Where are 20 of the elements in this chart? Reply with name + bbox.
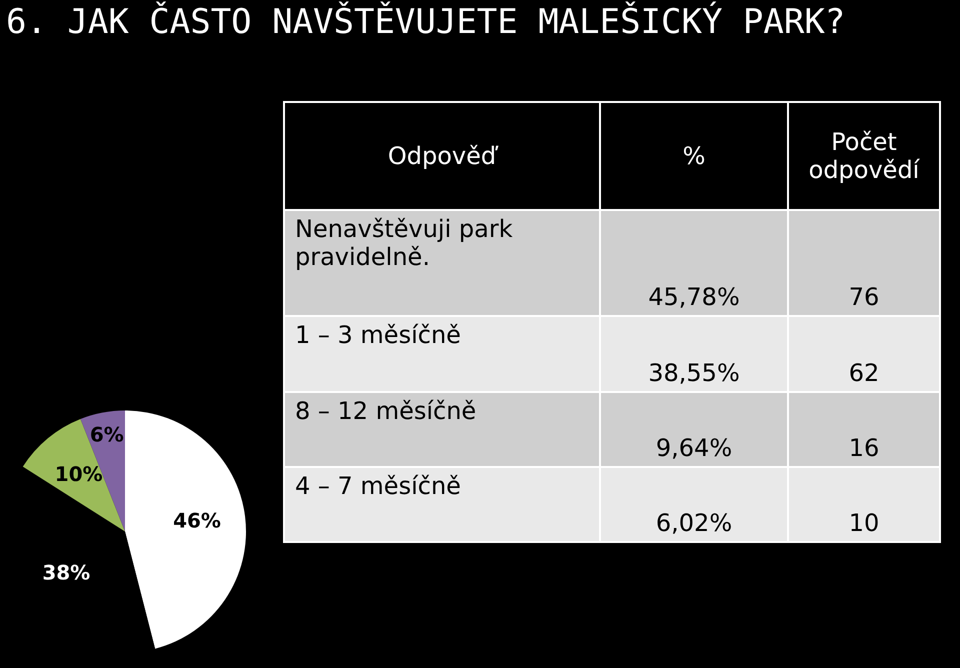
text: 4 – 7 měsíčně: [284, 467, 600, 542]
text: Počet odpovědí: [788, 102, 940, 210]
text: 45,78%: [600, 210, 788, 316]
text: 62: [788, 316, 940, 392]
data-label: 46%: [173, 508, 221, 533]
text: Odpověď: [284, 102, 600, 210]
data-label: 6%: [90, 422, 124, 447]
text: Nenavštěvuji park pravidelně.: [284, 210, 600, 316]
text: 76: [788, 210, 940, 316]
text: 10: [788, 467, 940, 542]
data-label: 10%: [54, 462, 103, 486]
text: 6,02%: [600, 467, 788, 542]
text: 6. JAK ČASTO NAVŠTĚVUJETE MALEŠICKÝ PARK?: [6, 2, 846, 42]
text: 1 – 3 měsíčně: [284, 316, 600, 392]
text: 16: [788, 392, 940, 467]
text: 8 – 12 měsíčně: [284, 392, 600, 467]
data-label: 38%: [42, 560, 90, 584]
text: 38,55%: [600, 316, 788, 392]
text: 9,64%: [600, 392, 788, 467]
text: %: [600, 102, 788, 210]
